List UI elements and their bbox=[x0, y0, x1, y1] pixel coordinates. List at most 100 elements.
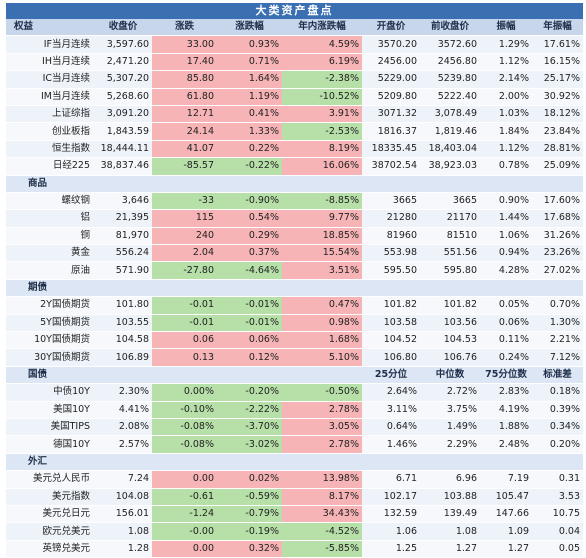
cell-amplitude: 0.90% bbox=[480, 192, 532, 211]
cell-amplitude: 2.14% bbox=[480, 70, 532, 89]
row-name: 螺纹钢 bbox=[6, 192, 94, 211]
cell-prev-close: 18,403.04 bbox=[420, 140, 480, 159]
fx-header-row: 外汇 bbox=[6, 453, 583, 472]
cell-close: 2.30% bbox=[94, 383, 152, 402]
table-row: 欧元兑美元 1.08 -0.00 -0.19% -4.52% 1.06 1.08 1.09 0.… bbox=[6, 522, 583, 541]
cell-year-amplitude: 30.92% bbox=[532, 88, 583, 106]
row-name: 上证综指 bbox=[6, 105, 94, 124]
cell-ytd-pct: 5.10% bbox=[282, 348, 362, 367]
cell-change: 17.40 bbox=[152, 53, 217, 72]
cell-change-pct: -0.20% bbox=[217, 383, 282, 402]
section-spacer bbox=[217, 366, 282, 385]
cell-year-amplitude: 23.26% bbox=[532, 244, 583, 263]
column-header: 25分位 bbox=[362, 366, 420, 385]
cell-change-pct: -0.22% bbox=[217, 157, 282, 176]
cell-open: 3.11% bbox=[362, 401, 420, 419]
table-row: 5Y国债期货 103.55 -0.01 -0.01% 0.98% 103.58 103.56… bbox=[6, 314, 583, 333]
cell-prev-close: 5239.80 bbox=[420, 70, 480, 89]
section-spacer bbox=[152, 453, 217, 472]
cell-year-amplitude: 0.70% bbox=[532, 296, 583, 315]
row-name: 30Y国债期货 bbox=[6, 348, 94, 367]
cell-ytd-pct: 16.06% bbox=[282, 157, 362, 176]
cell-change: 0.00 bbox=[152, 540, 217, 558]
cell-change: 240 bbox=[152, 227, 217, 246]
cell-prev-close: 139.49 bbox=[420, 505, 480, 524]
section-spacer bbox=[420, 453, 480, 472]
cell-open: 106.80 bbox=[362, 348, 420, 367]
cell-ytd-pct: -5.85% bbox=[282, 540, 362, 558]
cell-prev-close: 21170 bbox=[420, 209, 480, 228]
cell-change: -1.24 bbox=[152, 505, 217, 524]
cell-ytd-pct: -8.85% bbox=[282, 192, 362, 211]
cell-change-pct: 0.32% bbox=[217, 540, 282, 558]
cell-amplitude: 0.78% bbox=[480, 157, 532, 176]
table-row: IM当月连续 5,268.60 61.80 1.19% -10.52% 5209.80 52… bbox=[6, 88, 583, 106]
cell-prev-close: 103.56 bbox=[420, 314, 480, 333]
cell-open: 1.46% bbox=[362, 435, 420, 454]
cell-ytd-pct: 3.05% bbox=[282, 418, 362, 437]
cell-open: 1.06 bbox=[362, 522, 420, 541]
cell-open: 2456.00 bbox=[362, 53, 420, 72]
cell-open: 81960 bbox=[362, 227, 420, 246]
cell-change-pct: -3.70% bbox=[217, 418, 282, 437]
cell-ytd-pct: 0.98% bbox=[282, 314, 362, 333]
cell-prev-close: 595.80 bbox=[420, 261, 480, 280]
section-spacer bbox=[362, 279, 420, 298]
cell-close: 1.28 bbox=[94, 540, 152, 558]
cell-year-amplitude: 0.05 bbox=[532, 540, 583, 558]
cell-prev-close: 104.53 bbox=[420, 331, 480, 350]
cell-change: 61.80 bbox=[152, 88, 217, 106]
table-row: 德国10Y 2.57% -0.08% -3.02% 2.78% 1.46% 2.29% 2.4… bbox=[6, 435, 583, 454]
equity-header-row: 权益 收盘价 涨跌 涨跌幅 年内涨跌幅 开盘价 前收盘价 振幅 年振幅 bbox=[6, 19, 583, 37]
row-name: 美元兑人民币 bbox=[6, 470, 94, 489]
section-label: 期债 bbox=[6, 279, 94, 298]
cell-open: 21280 bbox=[362, 209, 420, 228]
cell-year-amplitude: 31.26% bbox=[532, 227, 583, 246]
cell-ytd-pct: 18.85% bbox=[282, 227, 362, 246]
row-name: 5Y国债期货 bbox=[6, 314, 94, 333]
cell-ytd-pct: 8.19% bbox=[282, 140, 362, 159]
cell-prev-close: 3572.60 bbox=[420, 35, 480, 54]
table-row: 日经225 38,837.46 -85.57 -0.22% 16.06% 38702.54… bbox=[6, 157, 583, 176]
cell-year-amplitude: 10.75 bbox=[532, 505, 583, 524]
cell-change-pct: -0.79% bbox=[217, 505, 282, 524]
row-name: IM当月连续 bbox=[6, 88, 94, 106]
cell-prev-close: 3,078.49 bbox=[420, 105, 480, 124]
cell-change: 33.00 bbox=[152, 35, 217, 54]
table-body: 权益 收盘价 涨跌 涨跌幅 年内涨跌幅 开盘价 前收盘价 振幅 年振幅 IF当月连续 3,597.6… bbox=[6, 19, 583, 558]
cell-open: 3665 bbox=[362, 192, 420, 211]
section-spacer bbox=[532, 453, 583, 472]
cell-amplitude: 1.12% bbox=[480, 53, 532, 72]
table-row: 创业板指 1,843.59 24.14 1.33% -2.53% 1816.37 1,819… bbox=[6, 122, 583, 141]
cell-close: 1,843.59 bbox=[94, 122, 152, 141]
cell-year-amplitude: 0.34% bbox=[532, 418, 583, 437]
section-spacer bbox=[282, 453, 362, 472]
cell-prev-close: 1,819.46 bbox=[420, 122, 480, 141]
section-spacer bbox=[532, 279, 583, 298]
cell-year-amplitude: 16.15% bbox=[532, 53, 583, 72]
cell-amplitude: 147.66 bbox=[480, 505, 532, 524]
cell-open: 3570.20 bbox=[362, 35, 420, 54]
cell-ytd-pct: 2.78% bbox=[282, 435, 362, 454]
section-spacer bbox=[420, 175, 480, 193]
table-row: 中债10Y 2.30% 0.00% -0.20% -0.50% 2.64% 2.72% 2.8… bbox=[6, 383, 583, 402]
section-spacer bbox=[152, 366, 217, 385]
cell-prev-close: 101.82 bbox=[420, 296, 480, 315]
table-row: 黄金 556.24 2.04 0.37% 15.54% 553.98 551.56 0.94%… bbox=[6, 244, 583, 263]
cell-amplitude: 7.19 bbox=[480, 470, 532, 489]
row-name: IH当月连续 bbox=[6, 53, 94, 72]
cell-change-pct: 1.19% bbox=[217, 88, 282, 106]
cell-ytd-pct: 3.91% bbox=[282, 105, 362, 124]
column-header: 振幅 bbox=[480, 19, 532, 37]
cell-year-amplitude: 0.20% bbox=[532, 435, 583, 454]
table-row: IH当月连续 2,471.20 17.40 0.71% 6.19% 2456.00 2456… bbox=[6, 53, 583, 72]
cell-close: 21,395 bbox=[94, 209, 152, 228]
cell-change-pct: 0.37% bbox=[217, 244, 282, 263]
cell-change: 0.00 bbox=[152, 470, 217, 489]
row-name: 中债10Y bbox=[6, 383, 94, 402]
cell-year-amplitude: 17.60% bbox=[532, 192, 583, 211]
cell-close: 571.90 bbox=[94, 261, 152, 280]
section-spacer bbox=[94, 453, 152, 472]
cell-open: 5209.80 bbox=[362, 88, 420, 106]
cell-change-pct: 1.64% bbox=[217, 70, 282, 89]
